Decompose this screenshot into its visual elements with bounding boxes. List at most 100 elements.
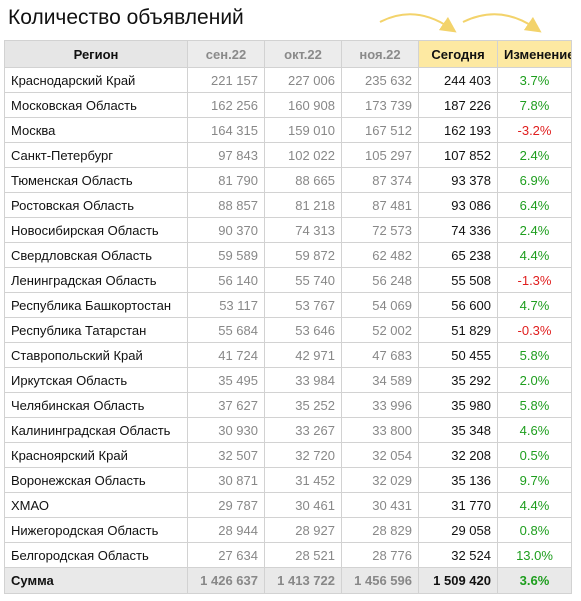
cell-nov: 28 829 [341, 517, 419, 543]
cell-today: 35 348 [418, 417, 498, 443]
cell-oct: 53 767 [264, 292, 342, 318]
cell-today: 55 508 [418, 267, 498, 293]
cell-change: 13.0% [497, 542, 572, 568]
cell-today: 32 524 [418, 542, 498, 568]
table-row: Тюменская Область 81 790 88 665 87 374 93 37… [4, 167, 572, 193]
cell-region: Краснодарский Край [4, 67, 188, 93]
cell-change: 0.5% [497, 442, 572, 468]
cell-sep: 27 634 [187, 542, 265, 568]
cell-today: 31 770 [418, 492, 498, 518]
cell-today: 107 852 [418, 142, 498, 168]
table-row: Свердловская Область 59 589 59 872 62 482 65… [4, 242, 572, 268]
cell-sep: 90 370 [187, 217, 265, 243]
header-oct: окт.22 [264, 40, 342, 68]
cell-nov: 52 002 [341, 317, 419, 343]
cell-region: Белгородская Область [4, 542, 188, 568]
cell-nov: 105 297 [341, 142, 419, 168]
cell-change: 2.4% [497, 142, 572, 168]
cell-nov: 30 431 [341, 492, 419, 518]
cell-today: 56 600 [418, 292, 498, 318]
table-row: Ленинградская Область 56 140 55 740 56 248 5… [4, 267, 572, 293]
cell-nov: 28 776 [341, 542, 419, 568]
cell-change: 4.4% [497, 492, 572, 518]
cell-region: Московская Область [4, 92, 188, 118]
cell-nov: 47 683 [341, 342, 419, 368]
cell-oct: 33 267 [264, 417, 342, 443]
cell-change: -1.3% [497, 267, 572, 293]
total-today: 1 509 420 [418, 567, 498, 594]
cell-today: 50 455 [418, 342, 498, 368]
total-change: 3.6% [497, 567, 572, 594]
table-row: Иркутская Область 35 495 33 984 34 589 35 29… [4, 367, 572, 393]
total-nov: 1 456 596 [341, 567, 419, 594]
cell-oct: 102 022 [264, 142, 342, 168]
cell-oct: 81 218 [264, 192, 342, 218]
cell-change: -0.3% [497, 317, 572, 343]
header-nov: ноя.22 [341, 40, 419, 68]
cell-oct: 160 908 [264, 92, 342, 118]
cell-sep: 53 117 [187, 292, 265, 318]
cell-change: 4.7% [497, 292, 572, 318]
table-row: ХМАО 29 787 30 461 30 431 31 770 4.4% [4, 492, 572, 518]
cell-sep: 32 507 [187, 442, 265, 468]
cell-nov: 32 054 [341, 442, 419, 468]
cell-oct: 33 984 [264, 367, 342, 393]
cell-nov: 72 573 [341, 217, 419, 243]
cell-oct: 42 971 [264, 342, 342, 368]
header-sep: сен.22 [187, 40, 265, 68]
cell-change: 9.7% [497, 467, 572, 493]
cell-change: 6.9% [497, 167, 572, 193]
cell-change: 7.8% [497, 92, 572, 118]
cell-region: Новосибирская Область [4, 217, 188, 243]
cell-region: Ленинградская Область [4, 267, 188, 293]
cell-today: 29 058 [418, 517, 498, 543]
cell-region: Республика Башкортостан [4, 292, 188, 318]
cell-region: Иркутская Область [4, 367, 188, 393]
cell-change: 5.8% [497, 392, 572, 418]
cell-nov: 32 029 [341, 467, 419, 493]
header-change: Изменение [497, 40, 572, 68]
page-title: Количество объявлений [8, 6, 244, 29]
cell-nov: 33 996 [341, 392, 419, 418]
ads-table: Регион сен.22 окт.22 ноя.22 Сегодня Изме… [4, 40, 572, 594]
table-row: Санкт-Петербург 97 843 102 022 105 297 107 8… [4, 142, 572, 168]
total-row: Сумма 1 426 637 1 413 722 1 456 596 1 50… [4, 567, 572, 594]
cell-sep: 30 871 [187, 467, 265, 493]
table-row: Краснодарский Край 221 157 227 006 235 632 2… [4, 67, 572, 93]
cell-today: 162 193 [418, 117, 498, 143]
cell-change: 6.4% [497, 192, 572, 218]
cell-sep: 59 589 [187, 242, 265, 268]
cell-region: ХМАО [4, 492, 188, 518]
cell-sep: 88 857 [187, 192, 265, 218]
cell-sep: 162 256 [187, 92, 265, 118]
cell-today: 35 292 [418, 367, 498, 393]
cell-oct: 30 461 [264, 492, 342, 518]
cell-today: 244 403 [418, 67, 498, 93]
total-label: Сумма [4, 567, 188, 594]
cell-region: Свердловская Область [4, 242, 188, 268]
cell-today: 93 086 [418, 192, 498, 218]
table-row: Республика Башкортостан 53 117 53 767 54 06… [4, 292, 572, 318]
cell-oct: 159 010 [264, 117, 342, 143]
cell-nov: 56 248 [341, 267, 419, 293]
table-row: Челябинская Область 37 627 35 252 33 996 35 … [4, 392, 572, 418]
cell-change: -3.2% [497, 117, 572, 143]
cell-region: Воронежская Область [4, 467, 188, 493]
cell-region: Нижегородская Область [4, 517, 188, 543]
table-row: Белгородская Область 27 634 28 521 28 776 32… [4, 542, 572, 568]
cell-oct: 59 872 [264, 242, 342, 268]
cell-sep: 35 495 [187, 367, 265, 393]
cell-change: 2.0% [497, 367, 572, 393]
cell-change: 3.7% [497, 67, 572, 93]
cell-today: 35 136 [418, 467, 498, 493]
cell-change: 5.8% [497, 342, 572, 368]
header-today: Сегодня [418, 40, 498, 68]
cell-region: Москва [4, 117, 188, 143]
cell-oct: 88 665 [264, 167, 342, 193]
cell-region: Тюменская Область [4, 167, 188, 193]
cell-nov: 62 482 [341, 242, 419, 268]
cell-oct: 74 313 [264, 217, 342, 243]
cell-oct: 227 006 [264, 67, 342, 93]
cell-today: 65 238 [418, 242, 498, 268]
cell-change: 2.4% [497, 217, 572, 243]
